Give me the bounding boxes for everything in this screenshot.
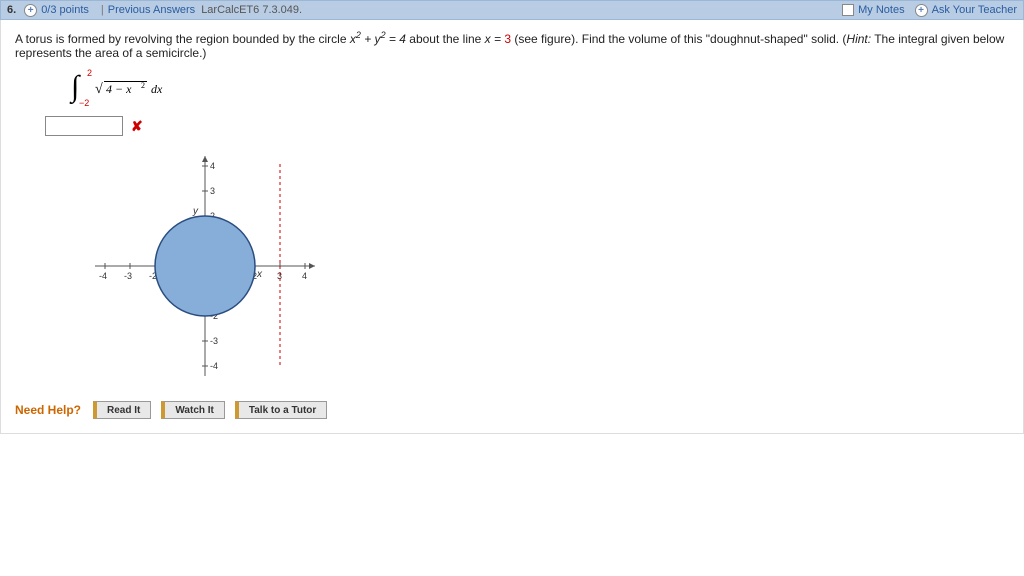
- question-number: 6.: [7, 4, 16, 16]
- reference-code: LarCalcET6 7.3.049.: [201, 4, 302, 16]
- ask-teacher-link[interactable]: + Ask Your Teacher: [915, 4, 1017, 17]
- points-label[interactable]: 0/3 points: [41, 4, 89, 16]
- integral-upper: 2: [87, 68, 92, 78]
- integral-svg: 2 ∫ −2 √ 4 − x 2 dx: [65, 66, 185, 108]
- figure-svg: -4 -3 -2 -1 0 1 2 3 4 4 3 2 1 -1: [75, 146, 335, 386]
- integral-dx: dx: [151, 82, 163, 96]
- x-axis-arrow: [309, 263, 315, 269]
- y-axis-label: y: [192, 206, 199, 217]
- integral-lower: −2: [79, 98, 89, 108]
- read-it-button[interactable]: Read It: [93, 401, 151, 419]
- sqrt-sign: √: [95, 82, 103, 97]
- svg-text:3: 3: [210, 186, 215, 196]
- prompt-text-c: (see figure). Find the volume of this "d…: [511, 32, 846, 46]
- previous-answers-link[interactable]: Previous Answers: [108, 4, 195, 16]
- sqrt-body: 4 − x: [106, 82, 132, 96]
- ask-teacher-label: Ask Your Teacher: [932, 4, 1017, 16]
- svg-text:4: 4: [302, 271, 307, 281]
- prompt-text-b: about the line: [406, 32, 485, 46]
- svg-text:-4: -4: [210, 361, 218, 371]
- x-axis-label: x: [256, 269, 263, 280]
- answer-input[interactable]: [45, 116, 123, 136]
- question-container: 6. + 0/3 points | Previous Answers LarCa…: [0, 0, 1024, 434]
- plus-icon[interactable]: +: [24, 4, 37, 17]
- equation-1: x2 + y2 = 4: [350, 32, 406, 46]
- my-notes-link[interactable]: My Notes: [842, 4, 904, 16]
- incorrect-icon: ✘: [131, 118, 143, 135]
- svg-text:-3: -3: [210, 336, 218, 346]
- my-notes-label: My Notes: [858, 4, 904, 16]
- y-axis-arrow: [202, 156, 208, 162]
- notes-icon: [842, 4, 854, 16]
- answer-row: ✘: [45, 116, 1009, 136]
- question-header-bar: 6. + 0/3 points | Previous Answers LarCa…: [0, 0, 1024, 20]
- plus-icon: +: [915, 4, 928, 17]
- question-body: A torus is formed by revolving the regio…: [0, 20, 1024, 434]
- svg-text:-4: -4: [99, 271, 107, 281]
- separator: |: [101, 4, 104, 16]
- prompt-text-a: A torus is formed by revolving the regio…: [15, 32, 350, 46]
- need-help-label: Need Help?: [15, 403, 81, 417]
- question-prompt: A torus is formed by revolving the regio…: [15, 30, 1009, 60]
- svg-text:-3: -3: [124, 271, 132, 281]
- figure-circle: [155, 216, 255, 316]
- sqrt-exp: 2: [141, 81, 145, 90]
- watch-it-button[interactable]: Watch It: [161, 401, 225, 419]
- talk-tutor-button[interactable]: Talk to a Tutor: [235, 401, 327, 419]
- hint-label: Hint:: [846, 32, 871, 46]
- svg-text:4: 4: [210, 161, 215, 171]
- integral-expression: 2 ∫ −2 √ 4 − x 2 dx: [65, 66, 1009, 108]
- need-help-row: Need Help? Read It Watch It Talk to a Tu…: [15, 401, 1009, 419]
- figure: -4 -3 -2 -1 0 1 2 3 4 4 3 2 1 -1: [75, 146, 1009, 389]
- equation-2: x =: [485, 32, 505, 46]
